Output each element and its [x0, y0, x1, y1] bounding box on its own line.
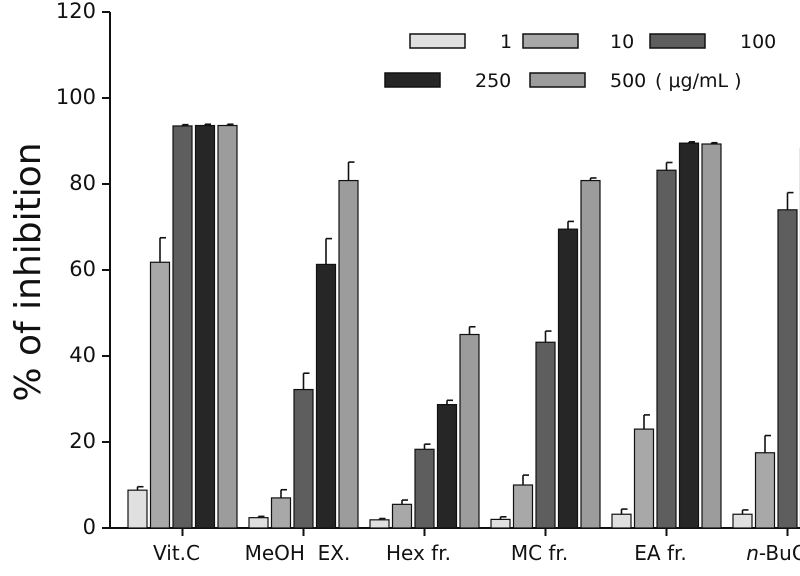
- bar: [557, 228, 579, 529]
- bar: [754, 452, 776, 529]
- bar: [678, 142, 700, 529]
- y-tick-label: 60: [69, 257, 96, 281]
- bar: [459, 333, 480, 529]
- legend-label: 100: [740, 31, 776, 53]
- bar: [248, 517, 269, 529]
- bar: [293, 388, 314, 529]
- category-label: Hex fr.: [386, 541, 451, 565]
- category-label: MeOH EX.: [245, 541, 351, 565]
- bar: [127, 489, 148, 529]
- bar: [149, 261, 171, 529]
- legend-label: 1: [500, 31, 512, 53]
- bar: [580, 179, 601, 529]
- y-tick-label: 40: [69, 343, 96, 367]
- legend-label: 10: [610, 31, 634, 53]
- category-label: MC fr.: [511, 541, 568, 565]
- y-tick-label: 0: [83, 515, 96, 539]
- legend-label: 250: [475, 70, 511, 92]
- legend-unit: ( μg/mL ): [655, 70, 742, 92]
- bars: [127, 123, 800, 529]
- bar: [194, 124, 216, 529]
- y-axis-label: % of inhibition: [8, 142, 49, 401]
- bar: [391, 503, 413, 529]
- bar: [633, 428, 655, 529]
- category-label: n-BuOH fr.: [746, 541, 800, 565]
- bar: [217, 124, 238, 529]
- bar: [414, 448, 435, 529]
- bar: [172, 125, 193, 529]
- bar: [777, 209, 798, 529]
- bar: [656, 169, 677, 529]
- legend-label: 500: [610, 70, 646, 92]
- bar: [369, 519, 390, 529]
- bar: [732, 513, 753, 529]
- legend-swatch: [529, 72, 586, 88]
- legend-swatch: [649, 33, 706, 49]
- y-tick-label: 120: [56, 0, 96, 23]
- y-tick-label: 20: [69, 429, 96, 453]
- y-tick-label: 80: [69, 171, 96, 195]
- bar: [611, 513, 632, 529]
- category-label: EA fr.: [634, 541, 686, 565]
- legend-swatch: [384, 72, 441, 88]
- category-label: Vit.C: [153, 541, 200, 565]
- legend-swatch: [522, 33, 579, 49]
- bar: [270, 497, 292, 529]
- axes: 0 20 40 60 80 100 120 Vit.C MeOH EX. Hex fr. MC fr…: [56, 0, 800, 565]
- bar: [535, 341, 556, 529]
- bar: [701, 143, 722, 529]
- bar: [315, 263, 337, 529]
- bar: [490, 518, 511, 529]
- bar: [338, 179, 359, 529]
- y-tick-label: 100: [56, 85, 96, 109]
- legend-swatch: [409, 33, 466, 49]
- bar: [436, 403, 458, 529]
- legend: 1 10 100 250 500 ( μg/mL ): [384, 31, 776, 92]
- bar: [512, 484, 534, 529]
